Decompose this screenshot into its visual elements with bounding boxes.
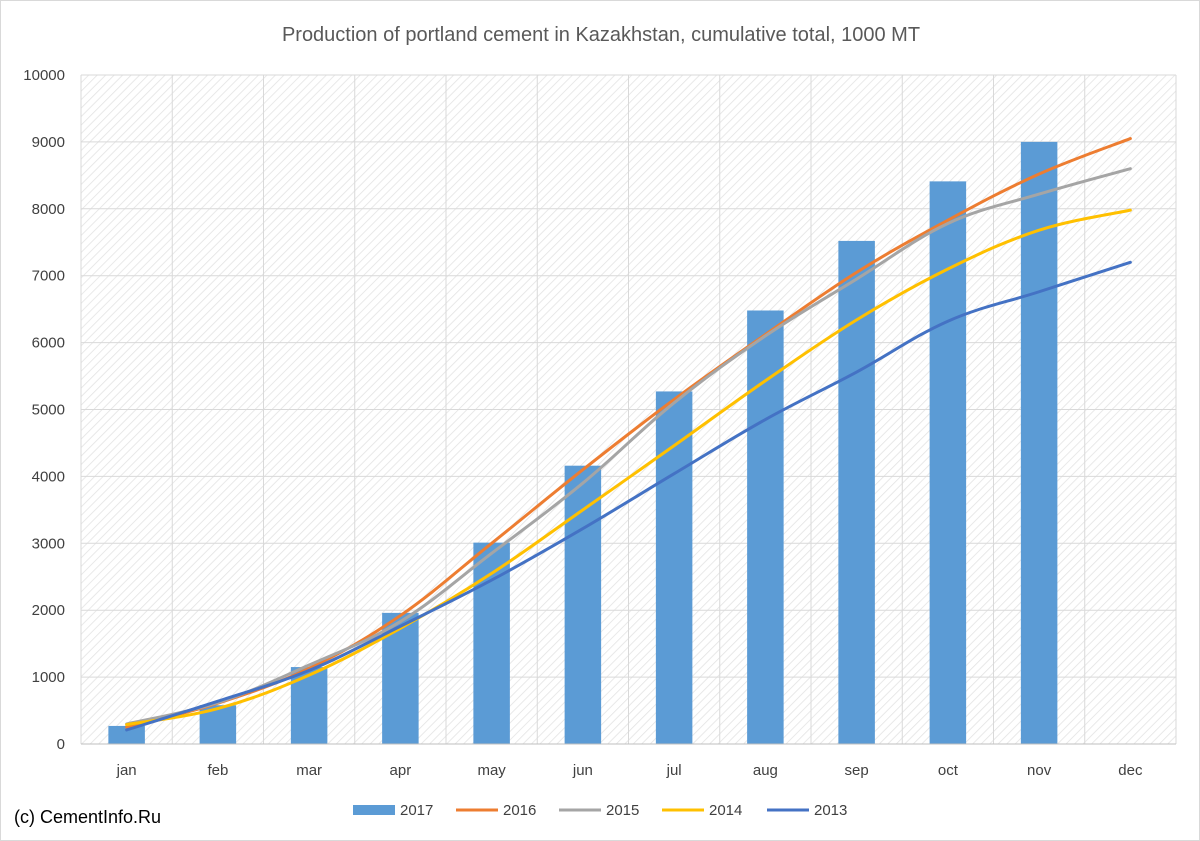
- x-tick-label: jan: [116, 762, 137, 779]
- legend-label-2015: 2015: [606, 802, 639, 819]
- x-tick-label: mar: [296, 762, 322, 779]
- x-tick-label: dec: [1118, 762, 1143, 779]
- y-tick-label: 1000: [32, 669, 65, 686]
- chart-title: Production of portland cement in Kazakhs…: [282, 24, 920, 46]
- legend: 2017 2016 2015 2014 2013: [353, 802, 847, 819]
- copyright-note: (c) CementInfo.Ru: [14, 807, 162, 827]
- legend-label-2014: 2014: [709, 802, 742, 819]
- bar-2017-aug: [747, 310, 784, 744]
- x-tick-label: jul: [666, 762, 682, 779]
- x-tick-label: sep: [845, 762, 869, 779]
- bar-2017-sep: [838, 240, 875, 745]
- line-2015: [125, 167, 1132, 726]
- x-tick-label: apr: [390, 762, 412, 779]
- legend-label-2013: 2013: [814, 802, 847, 819]
- y-tick-label: 4000: [32, 468, 65, 485]
- x-tick-label: jun: [572, 762, 593, 779]
- y-tick-label: 7000: [32, 268, 65, 285]
- y-tick-label: 3000: [32, 535, 65, 552]
- bar-2017-jan: [108, 725, 145, 744]
- bar-2017-nov: [1020, 141, 1058, 744]
- line-2013: [125, 260, 1132, 732]
- bar-2017-oct: [929, 181, 967, 745]
- y-tick-label: 9000: [32, 134, 65, 151]
- line-2016: [125, 137, 1132, 729]
- legend-swatch-2017: [353, 805, 395, 815]
- legend-label-2016: 2016: [503, 802, 536, 819]
- y-tick-label: 8000: [32, 201, 65, 218]
- x-tick-label: oct: [938, 762, 959, 779]
- bar-2017-may: [473, 542, 510, 744]
- y-tick-label: 0: [57, 736, 65, 753]
- bar-2017-mar: [290, 667, 328, 744]
- x-tick-label: may: [477, 762, 506, 779]
- bars-series-2017: [108, 141, 1058, 745]
- gridlines: [80, 74, 1177, 744]
- bar-2017-jun: [564, 465, 602, 744]
- y-tick-label: 2000: [32, 602, 65, 619]
- x-axis-ticks: jan feb mar apr may jun jul aug sep oct nov dec: [116, 762, 1143, 779]
- y-tick-label: 6000: [32, 335, 65, 352]
- y-axis-ticks: 0 1000 2000 3000 4000 5000 6000 7000 8000 9000 100…: [23, 67, 65, 753]
- bar-2017-jul: [655, 391, 693, 744]
- x-tick-label: feb: [207, 762, 228, 779]
- y-tick-label: 10000: [23, 67, 65, 84]
- legend-label-2017: 2017: [400, 802, 433, 819]
- x-tick-label: aug: [753, 762, 778, 779]
- line-2014: [125, 208, 1132, 727]
- line-series-group: [125, 137, 1132, 732]
- x-tick-label: nov: [1027, 762, 1052, 779]
- y-tick-label: 5000: [32, 402, 65, 419]
